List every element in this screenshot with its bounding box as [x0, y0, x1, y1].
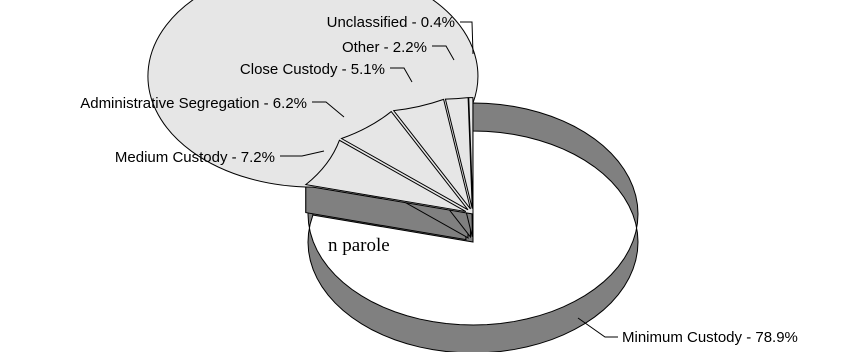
leader-line-3 [390, 67, 413, 83]
slice-label-2: Administrative Segregation - 6.2% [80, 95, 307, 112]
slice-label-3: Close Custody - 5.1% [240, 61, 385, 78]
slice-label-4: Other - 2.2% [342, 39, 427, 56]
leader-line-5 [460, 21, 474, 55]
leader-line-0 [577, 317, 618, 338]
slice-label-0: Minimum Custody - 78.9% [622, 329, 798, 346]
slice-labels: Minimum Custody - 78.9% Medium Custody - … [80, 14, 798, 346]
leader-line-1 [280, 150, 325, 157]
leader-lines [280, 21, 618, 338]
slice-top-1 [304, 139, 467, 213]
slice-label-1: Medium Custody - 7.2% [115, 149, 275, 166]
leader-line-4 [432, 45, 455, 61]
slice-top-2 [340, 110, 469, 211]
slice-top-5 [468, 97, 474, 209]
slice-label-5: Unclassified - 0.4% [327, 14, 455, 31]
pie-slices [147, 0, 639, 352]
slice-top-3 [392, 98, 471, 210]
leader-line-2 [312, 101, 345, 118]
body-text-line-2: n parole [328, 235, 390, 256]
slice-top-4 [444, 97, 473, 209]
